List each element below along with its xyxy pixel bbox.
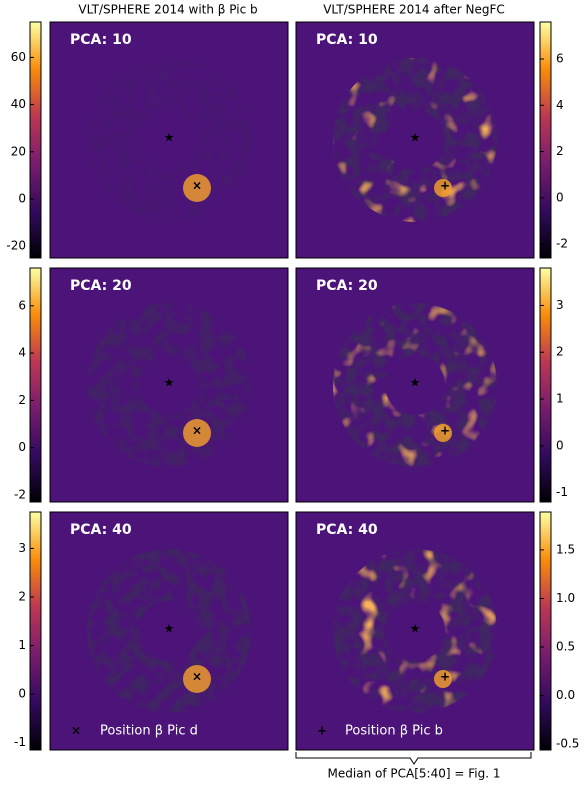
colorbar-tick-label: 2 (556, 345, 564, 359)
plus-marker: + (440, 179, 450, 193)
star: ★ (410, 376, 421, 390)
column-title: VLT/SPHERE 2014 after NegFC (323, 3, 505, 17)
colorbar-tick-label: 2 (556, 144, 564, 158)
colorbar-tick-label: 6 (556, 52, 564, 66)
planet-signal (183, 419, 211, 447)
panel-label: PCA: 10 (70, 32, 132, 48)
colorbar-tick-label: 1 (556, 392, 564, 406)
colorbar-tick-label: 3 (18, 541, 26, 555)
legend-text: Position β Pic d (100, 724, 198, 739)
mask (139, 110, 199, 170)
panel-label: PCA: 40 (70, 522, 132, 538)
x-marker: × (192, 670, 202, 684)
colorbar-tick-label: 0.0 (556, 688, 575, 702)
panel-label: PCA: 10 (316, 32, 378, 48)
colorbar-tick-label: 20 (11, 144, 26, 158)
star: ★ (164, 622, 175, 636)
planet-signal (183, 174, 211, 202)
colorbar-tick-label: 0 (556, 438, 564, 452)
colorbar-tick-label: 2 (18, 393, 26, 407)
legend-marker: × (71, 724, 81, 738)
colorbar-tick-label: -0.5 (556, 737, 579, 751)
plus-marker: + (440, 424, 450, 438)
planet-signal (434, 179, 452, 197)
panel-frame (295, 511, 535, 751)
colorbar-tick-label: -2 (14, 487, 26, 501)
colorbar-tick-label: -1 (14, 735, 26, 749)
mask (385, 355, 445, 415)
panel-frame (49, 267, 289, 503)
colorbar (539, 267, 552, 503)
bracket-label: Median of PCA[5:40] = Fig. 1 (328, 767, 501, 781)
colorbar-tick-label: -20 (6, 239, 26, 253)
colorbar-tick-label: 0 (18, 440, 26, 454)
colorbar (539, 21, 552, 259)
mask (385, 110, 445, 170)
colorbar-tick-label: 60 (11, 50, 26, 64)
colorbar-tick-label: -1 (556, 485, 568, 499)
colorbar-tick-label: 6 (18, 298, 26, 312)
colorbar-tick-label: -2 (556, 237, 568, 251)
colorbar-tick-label: 4 (18, 346, 26, 360)
colorbar (29, 21, 42, 259)
panel-label: PCA: 20 (316, 278, 378, 294)
colorbar-tick-label: 1.5 (556, 542, 575, 556)
panel-frame (49, 511, 289, 751)
planet-signal (434, 670, 452, 688)
colorbar-tick-label: 40 (11, 97, 26, 111)
panel-label: PCA: 20 (70, 278, 132, 294)
colorbar-tick-label: 1 (18, 638, 26, 652)
star: ★ (164, 376, 175, 390)
mask (139, 355, 199, 415)
colorbar-tick-label: 0 (18, 687, 26, 701)
star: ★ (410, 622, 421, 636)
legend-text: Position β Pic b (345, 724, 443, 739)
colorbar-tick-label: 0 (18, 192, 26, 206)
star: ★ (164, 131, 175, 145)
mask (385, 601, 445, 661)
colorbar-tick-label: 3 (556, 298, 564, 312)
colorbar (539, 511, 552, 751)
colorbar-tick-label: 4 (556, 98, 564, 112)
planet-signal (183, 665, 211, 693)
colorbar-tick-label: 2 (18, 590, 26, 604)
plus-marker: + (440, 670, 450, 684)
colorbar-tick-label: 0.5 (556, 640, 575, 654)
panel-label: PCA: 40 (316, 522, 378, 538)
panel-frame (295, 21, 535, 259)
column-title: VLT/SPHERE 2014 with β Pic b (78, 3, 257, 17)
mask (139, 601, 199, 661)
x-marker: × (192, 179, 202, 193)
colorbar-tick-label: 1.0 (556, 591, 575, 605)
planet-signal (434, 424, 452, 442)
panel-frame (295, 267, 535, 503)
panel-frame (49, 21, 289, 259)
bracket (295, 752, 532, 765)
colorbar (29, 267, 42, 503)
star: ★ (410, 131, 421, 145)
colorbar-tick-label: 0 (556, 190, 564, 204)
x-marker: × (192, 424, 202, 438)
colorbar (29, 511, 42, 751)
legend-marker: + (317, 724, 327, 738)
